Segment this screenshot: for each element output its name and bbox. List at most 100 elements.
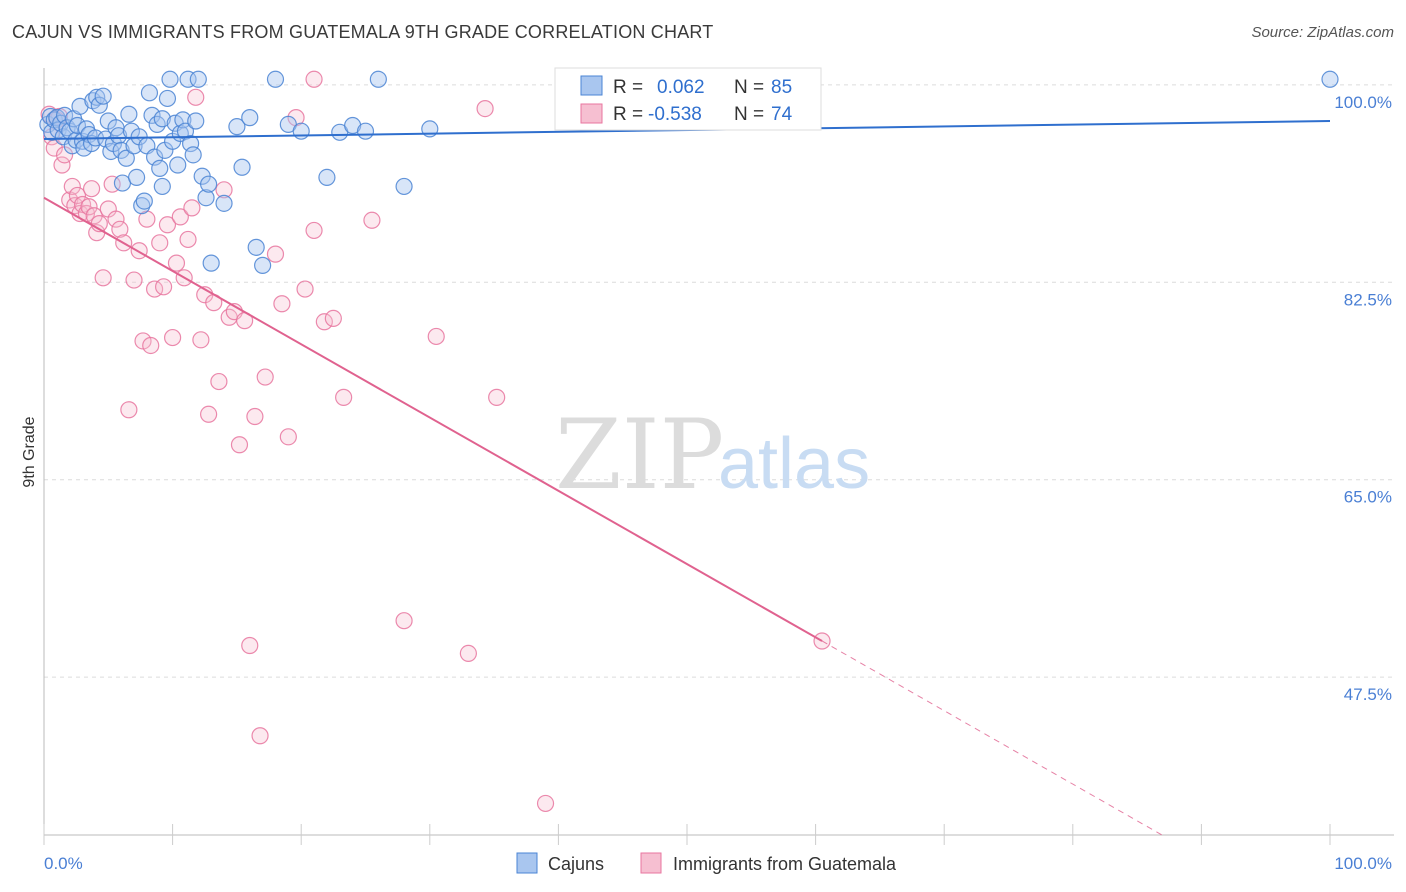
cajuns-point <box>153 110 171 128</box>
watermark: ZIP atlas <box>555 399 870 511</box>
bottom-legend: Cajuns Immigrants from Guatemala <box>516 852 897 874</box>
guatemala-point <box>107 210 125 228</box>
legend-r-label-blue: R = <box>613 77 643 98</box>
guatemala-point <box>246 407 264 426</box>
legend-n-label-blue: N = <box>734 77 764 98</box>
guatemala-point <box>120 401 138 419</box>
guatemala-point <box>171 208 189 226</box>
guatemala-point <box>130 242 148 260</box>
cajuns-point <box>233 158 251 176</box>
cajuns-point <box>135 192 153 210</box>
guatemala-point <box>266 245 285 263</box>
guatemala-point <box>210 372 228 391</box>
cajuns-point <box>140 84 159 102</box>
guatemala-trend-extension <box>821 640 1163 836</box>
cajuns-point <box>254 256 272 274</box>
guatemala-point <box>68 186 87 205</box>
cajuns-point <box>266 70 285 88</box>
legend-n-value-blue: 85 <box>771 77 792 98</box>
guatemala-point <box>215 181 233 199</box>
guatemala-point <box>315 313 333 331</box>
legend-r-label-pink: R = <box>613 104 643 125</box>
cajuns-point <box>169 156 187 174</box>
bottom-legend-swatch-cajuns <box>516 852 538 874</box>
cajuns-point <box>292 122 310 140</box>
cajuns-point <box>145 148 164 166</box>
cajuns-point <box>90 96 108 114</box>
guatemala-point <box>167 254 186 272</box>
cajuns-point <box>247 238 265 256</box>
cajuns-point <box>153 177 171 196</box>
legend-r-value-pink: -0.538 <box>648 104 702 125</box>
cajuns-point <box>318 168 336 187</box>
y-tick-label: 82.5% <box>1344 290 1392 309</box>
guatemala-point <box>256 368 274 386</box>
guatemala-point <box>63 177 81 196</box>
guatemala-point <box>427 327 445 346</box>
cajuns-point <box>189 70 207 88</box>
legend-n-label-pink: N = <box>734 104 764 125</box>
guatemala-point <box>296 280 314 298</box>
cajuns-point <box>200 175 218 193</box>
y-axis-title: 9th Grade <box>21 416 38 487</box>
guatemala-point <box>241 636 259 655</box>
cajuns-point <box>356 122 375 140</box>
guatemala-point <box>164 328 182 347</box>
y-tick-label: 47.5% <box>1344 685 1392 704</box>
watermark-zip: ZIP <box>555 399 724 511</box>
cajuns-point <box>109 127 128 145</box>
source-label: Source: ZipAtlas.com <box>1251 24 1394 41</box>
legend-box: R = 0.062 N = 85 R = -0.538 N = 74 <box>554 67 822 131</box>
cajuns-point <box>187 112 205 130</box>
guatemala-point <box>82 180 101 198</box>
x-axis-ticks <box>43 824 1331 845</box>
guatemala-trend-line <box>43 196 823 642</box>
cajuns-point <box>151 159 169 177</box>
guatemala-point <box>73 195 92 214</box>
y-tick-label: 65.0% <box>1344 488 1392 507</box>
guatemala-point <box>395 612 413 630</box>
guatemala-point <box>335 388 353 406</box>
watermark-atlas: atlas <box>718 424 870 504</box>
legend-n-value-pink: 74 <box>771 104 793 125</box>
cajuns-point <box>1321 70 1339 88</box>
guatemala-point <box>251 727 269 745</box>
y-tick-labels: 47.5% 65.0% 82.5% 100.0% <box>1334 93 1392 704</box>
guatemala-point <box>151 234 169 252</box>
x-tick-label-max: 100.0% <box>1334 854 1392 873</box>
cajuns-point <box>395 177 413 196</box>
series-cajuns-points <box>39 70 1339 274</box>
bottom-legend-label-cajuns: Cajuns <box>548 854 604 874</box>
guatemala-point <box>230 436 249 454</box>
cajuns-point <box>161 70 179 88</box>
cajuns-point <box>369 70 387 88</box>
guatemala-point <box>125 271 143 289</box>
legend-swatch-blue <box>580 75 603 96</box>
chart-title: CAJUN VS IMMIGRANTS FROM GUATEMALA 9TH G… <box>12 22 714 42</box>
cajuns-point <box>197 189 215 207</box>
guatemala-point <box>536 794 555 813</box>
guatemala-point <box>183 199 201 217</box>
guatemala-point <box>488 388 506 406</box>
cajuns-point <box>241 109 259 127</box>
legend-r-value-blue: 0.062 <box>657 77 705 98</box>
guatemala-point <box>476 100 494 118</box>
guatemala-point <box>200 405 218 423</box>
cajuns-point <box>184 146 202 164</box>
guatemala-point <box>279 428 297 446</box>
guatemala-point <box>53 156 71 174</box>
bottom-legend-label-guatemala: Immigrants from Guatemala <box>673 854 897 874</box>
bottom-legend-swatch-guatemala <box>640 852 662 874</box>
guatemala-point <box>459 644 477 663</box>
guatemala-point <box>154 278 173 296</box>
cajuns-point <box>215 194 233 212</box>
cajuns-point <box>158 89 177 108</box>
cajuns-point <box>117 149 135 167</box>
guatemala-point <box>273 295 291 313</box>
cajuns-point <box>143 106 161 124</box>
cajuns-point <box>68 116 87 135</box>
guatemala-point <box>179 230 197 249</box>
guatemala-point <box>192 331 210 349</box>
guatemala-point <box>142 336 160 355</box>
